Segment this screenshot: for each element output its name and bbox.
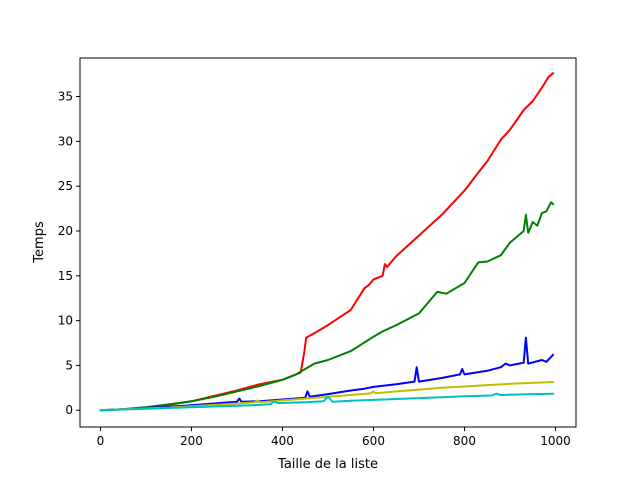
- x-tick-label-5: 1000: [540, 434, 571, 448]
- y-tick-label-3: 15: [58, 269, 73, 283]
- x-tick-label-4: 800: [453, 434, 476, 448]
- x-tick-label-2: 400: [271, 434, 294, 448]
- y-ticks: 0 5 10 15 20 25 30 35: [58, 90, 80, 417]
- y-tick-label-2: 10: [58, 314, 73, 328]
- series-line-2: [99, 201, 555, 412]
- y-axis-label: Temps: [32, 221, 47, 264]
- y-tick-label-0: 0: [65, 403, 73, 417]
- y-tick-label-7: 35: [58, 90, 73, 104]
- series-line-3: [99, 336, 555, 412]
- axes-frame: [79, 57, 577, 428]
- y-tick-label-1: 5: [65, 358, 73, 372]
- y-tick-label-6: 30: [58, 134, 73, 148]
- x-tick-label-1: 200: [180, 434, 203, 448]
- y-tick-label-5: 25: [58, 179, 73, 193]
- x-ticks: 0 200 400 600 800 1000: [97, 427, 571, 448]
- x-axis-label: Taille de la liste: [277, 457, 378, 472]
- x-tick-label-3: 600: [362, 434, 385, 448]
- plot-background: [80, 58, 576, 427]
- x-tick-label-0: 0: [97, 434, 105, 448]
- series-layer: [99, 72, 555, 412]
- series-line-5: [99, 392, 555, 412]
- y-tick-label-4: 20: [58, 224, 73, 238]
